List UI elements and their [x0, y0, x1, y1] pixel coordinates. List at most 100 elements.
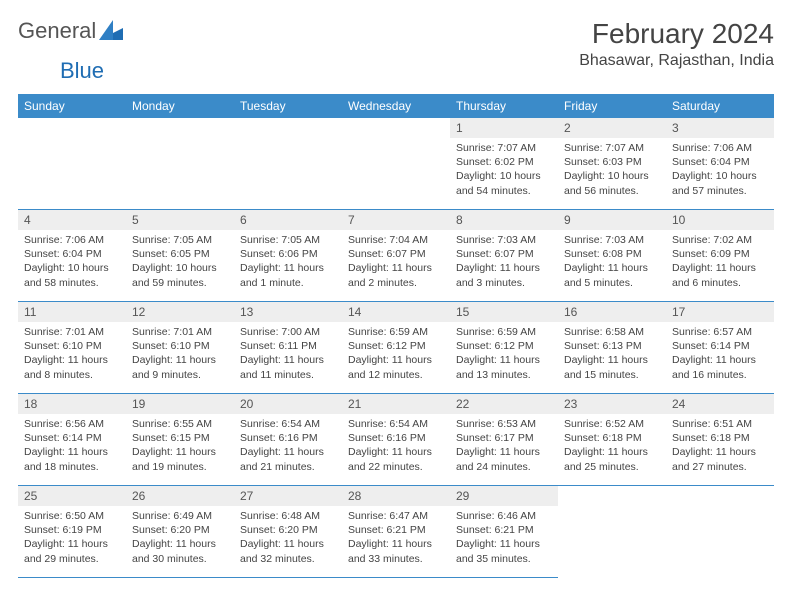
day-number: 14 — [342, 302, 450, 322]
daylight-line: Daylight: 11 hours and 33 minutes. — [348, 537, 444, 565]
sunrise-line: Sunrise: 6:46 AM — [456, 509, 552, 523]
calendar-cell: 15Sunrise: 6:59 AMSunset: 6:12 PMDayligh… — [450, 302, 558, 394]
daylight-line: Daylight: 11 hours and 18 minutes. — [24, 445, 120, 473]
day-body: Sunrise: 6:53 AMSunset: 6:17 PMDaylight:… — [450, 414, 558, 479]
sunset-line: Sunset: 6:17 PM — [456, 431, 552, 445]
daylight-line: Daylight: 11 hours and 27 minutes. — [672, 445, 768, 473]
sunset-line: Sunset: 6:16 PM — [240, 431, 336, 445]
day-body: Sunrise: 6:54 AMSunset: 6:16 PMDaylight:… — [342, 414, 450, 479]
sunset-line: Sunset: 6:02 PM — [456, 155, 552, 169]
daylight-line: Daylight: 10 hours and 58 minutes. — [24, 261, 120, 289]
day-number: 1 — [450, 118, 558, 138]
daylight-line: Daylight: 10 hours and 56 minutes. — [564, 169, 660, 197]
daylight-line: Daylight: 11 hours and 35 minutes. — [456, 537, 552, 565]
weekday-label: Tuesday — [234, 94, 342, 118]
sunrise-line: Sunrise: 7:05 AM — [132, 233, 228, 247]
sunrise-line: Sunrise: 7:05 AM — [240, 233, 336, 247]
day-number: 16 — [558, 302, 666, 322]
calendar-cell: 1Sunrise: 7:07 AMSunset: 6:02 PMDaylight… — [450, 118, 558, 210]
day-body: Sunrise: 7:01 AMSunset: 6:10 PMDaylight:… — [126, 322, 234, 387]
day-number: 15 — [450, 302, 558, 322]
calendar-cell — [558, 486, 666, 578]
day-body: Sunrise: 6:50 AMSunset: 6:19 PMDaylight:… — [18, 506, 126, 571]
sunset-line: Sunset: 6:05 PM — [132, 247, 228, 261]
day-body: Sunrise: 7:06 AMSunset: 6:04 PMDaylight:… — [18, 230, 126, 295]
day-number: 18 — [18, 394, 126, 414]
day-body: Sunrise: 6:58 AMSunset: 6:13 PMDaylight:… — [558, 322, 666, 387]
calendar-cell: 6Sunrise: 7:05 AMSunset: 6:06 PMDaylight… — [234, 210, 342, 302]
daylight-line: Daylight: 11 hours and 6 minutes. — [672, 261, 768, 289]
day-number: 17 — [666, 302, 774, 322]
day-body: Sunrise: 7:06 AMSunset: 6:04 PMDaylight:… — [666, 138, 774, 203]
day-body: Sunrise: 7:02 AMSunset: 6:09 PMDaylight:… — [666, 230, 774, 295]
day-body: Sunrise: 6:55 AMSunset: 6:15 PMDaylight:… — [126, 414, 234, 479]
day-body: Sunrise: 6:54 AMSunset: 6:16 PMDaylight:… — [234, 414, 342, 479]
day-number: 13 — [234, 302, 342, 322]
day-number: 11 — [18, 302, 126, 322]
sunrise-line: Sunrise: 7:03 AM — [564, 233, 660, 247]
sunrise-line: Sunrise: 6:56 AM — [24, 417, 120, 431]
calendar-cell: 19Sunrise: 6:55 AMSunset: 6:15 PMDayligh… — [126, 394, 234, 486]
daylight-line: Daylight: 10 hours and 57 minutes. — [672, 169, 768, 197]
day-number: 3 — [666, 118, 774, 138]
day-body: Sunrise: 6:48 AMSunset: 6:20 PMDaylight:… — [234, 506, 342, 571]
calendar-cell: 25Sunrise: 6:50 AMSunset: 6:19 PMDayligh… — [18, 486, 126, 578]
day-number: 24 — [666, 394, 774, 414]
sunset-line: Sunset: 6:04 PM — [24, 247, 120, 261]
sunset-line: Sunset: 6:10 PM — [132, 339, 228, 353]
day-number: 20 — [234, 394, 342, 414]
sunset-line: Sunset: 6:21 PM — [348, 523, 444, 537]
sunrise-line: Sunrise: 6:53 AM — [456, 417, 552, 431]
sunrise-line: Sunrise: 7:01 AM — [24, 325, 120, 339]
day-body: Sunrise: 7:04 AMSunset: 6:07 PMDaylight:… — [342, 230, 450, 295]
day-body: Sunrise: 7:07 AMSunset: 6:03 PMDaylight:… — [558, 138, 666, 203]
sunset-line: Sunset: 6:08 PM — [564, 247, 660, 261]
sunset-line: Sunset: 6:15 PM — [132, 431, 228, 445]
day-number: 5 — [126, 210, 234, 230]
day-number: 6 — [234, 210, 342, 230]
calendar-cell: 17Sunrise: 6:57 AMSunset: 6:14 PMDayligh… — [666, 302, 774, 394]
daylight-line: Daylight: 11 hours and 13 minutes. — [456, 353, 552, 381]
sunset-line: Sunset: 6:12 PM — [348, 339, 444, 353]
calendar-cell: 29Sunrise: 6:46 AMSunset: 6:21 PMDayligh… — [450, 486, 558, 578]
sunset-line: Sunset: 6:20 PM — [240, 523, 336, 537]
sunset-line: Sunset: 6:10 PM — [24, 339, 120, 353]
title-block: February 2024 Bhasawar, Rajasthan, India — [579, 18, 774, 70]
sunrise-line: Sunrise: 7:00 AM — [240, 325, 336, 339]
calendar-cell: 16Sunrise: 6:58 AMSunset: 6:13 PMDayligh… — [558, 302, 666, 394]
calendar-cell: 5 Sunrise: 7:05 AMSunset: 6:05 PMDaylight… — [126, 210, 234, 302]
day-body: Sunrise: 7:00 AMSunset: 6:11 PMDaylight:… — [234, 322, 342, 387]
brand-text-b: Blue — [60, 58, 104, 83]
sunrise-line: Sunrise: 6:52 AM — [564, 417, 660, 431]
day-number: 7 — [342, 210, 450, 230]
daylight-line: Daylight: 11 hours and 22 minutes. — [348, 445, 444, 473]
calendar-cell: 11Sunrise: 7:01 AMSunset: 6:10 PMDayligh… — [18, 302, 126, 394]
sunset-line: Sunset: 6:14 PM — [24, 431, 120, 445]
calendar-cell — [126, 118, 234, 210]
weekday-label: Monday — [126, 94, 234, 118]
sunset-line: Sunset: 6:09 PM — [672, 247, 768, 261]
day-body: Sunrise: 7:03 AMSunset: 6:07 PMDaylight:… — [450, 230, 558, 295]
sunset-line: Sunset: 6:16 PM — [348, 431, 444, 445]
sunrise-line: Sunrise: 6:59 AM — [456, 325, 552, 339]
sunrise-line: Sunrise: 6:57 AM — [672, 325, 768, 339]
daylight-line: Daylight: 11 hours and 30 minutes. — [132, 537, 228, 565]
daylight-line: Daylight: 11 hours and 3 minutes. — [456, 261, 552, 289]
calendar-cell: 23Sunrise: 6:52 AMSunset: 6:18 PMDayligh… — [558, 394, 666, 486]
day-number: 22 — [450, 394, 558, 414]
day-number: 23 — [558, 394, 666, 414]
day-body: Sunrise: 7:03 AMSunset: 6:08 PMDaylight:… — [558, 230, 666, 295]
calendar-cell: 14Sunrise: 6:59 AMSunset: 6:12 PMDayligh… — [342, 302, 450, 394]
sunrise-line: Sunrise: 6:48 AM — [240, 509, 336, 523]
day-number: 10 — [666, 210, 774, 230]
daylight-line: Daylight: 11 hours and 11 minutes. — [240, 353, 336, 381]
calendar-cell: 22Sunrise: 6:53 AMSunset: 6:17 PMDayligh… — [450, 394, 558, 486]
daylight-line: Daylight: 10 hours and 59 minutes. — [132, 261, 228, 289]
day-number: 26 — [126, 486, 234, 506]
day-body: Sunrise: 6:59 AMSunset: 6:12 PMDaylight:… — [450, 322, 558, 387]
calendar-cell: 2Sunrise: 7:07 AMSunset: 6:03 PMDaylight… — [558, 118, 666, 210]
brand-logo: General — [18, 18, 126, 44]
day-number: 27 — [234, 486, 342, 506]
day-number: 4 — [18, 210, 126, 230]
day-number: 25 — [18, 486, 126, 506]
